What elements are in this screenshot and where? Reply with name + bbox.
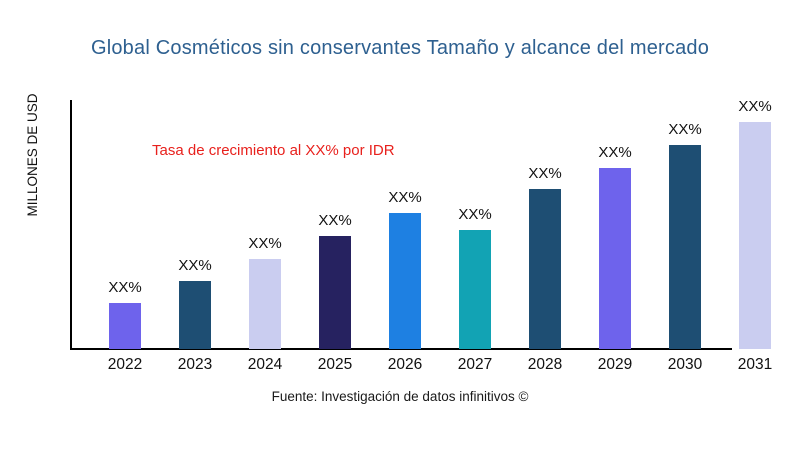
bar-value-label-2025: XX% xyxy=(318,212,352,229)
bar-2027 xyxy=(459,230,491,349)
bar-value-label-2022: XX% xyxy=(108,279,142,296)
x-axis-line xyxy=(70,348,732,350)
bar-value-label-2027: XX% xyxy=(458,206,492,223)
bar-2029 xyxy=(599,168,631,349)
bar-2023 xyxy=(179,281,211,349)
growth-rate-annotation: Tasa de crecimiento al XX% por IDR xyxy=(152,142,395,159)
x-tick-label-2022: 2022 xyxy=(107,356,143,373)
bar-value-label-2028: XX% xyxy=(528,165,562,182)
bar-2022 xyxy=(109,303,141,349)
bar-2031 xyxy=(739,122,771,349)
bar-2024 xyxy=(249,259,281,349)
x-tick-label-2030: 2030 xyxy=(667,356,703,373)
x-tick-label-2023: 2023 xyxy=(177,356,213,373)
bar-value-label-2029: XX% xyxy=(598,144,632,161)
bar-2025 xyxy=(319,236,351,349)
x-tick-label-2031: 2031 xyxy=(737,356,773,373)
x-tick-label-2029: 2029 xyxy=(597,356,633,373)
y-axis-line xyxy=(70,100,72,349)
bar-2030 xyxy=(669,145,701,349)
x-tick-label-2028: 2028 xyxy=(527,356,563,373)
bar-value-label-2026: XX% xyxy=(388,189,422,206)
bar-2028 xyxy=(529,189,561,349)
bar-value-label-2030: XX% xyxy=(668,121,702,138)
bar-2026 xyxy=(389,213,421,349)
bar-value-label-2023: XX% xyxy=(178,257,212,274)
x-tick-label-2024: 2024 xyxy=(247,356,283,373)
x-tick-label-2025: 2025 xyxy=(317,356,353,373)
bar-value-label-2024: XX% xyxy=(248,235,282,252)
x-tick-label-2027: 2027 xyxy=(457,356,493,373)
source-caption: Fuente: Investigación de datos infinitiv… xyxy=(271,389,529,404)
bar-value-label-2031: XX% xyxy=(738,98,772,115)
x-tick-label-2026: 2026 xyxy=(387,356,423,373)
y-axis-label: MILLONES DE USD xyxy=(25,93,40,217)
chart-title: Global Cosméticos sin conservantes Tamañ… xyxy=(90,37,710,59)
